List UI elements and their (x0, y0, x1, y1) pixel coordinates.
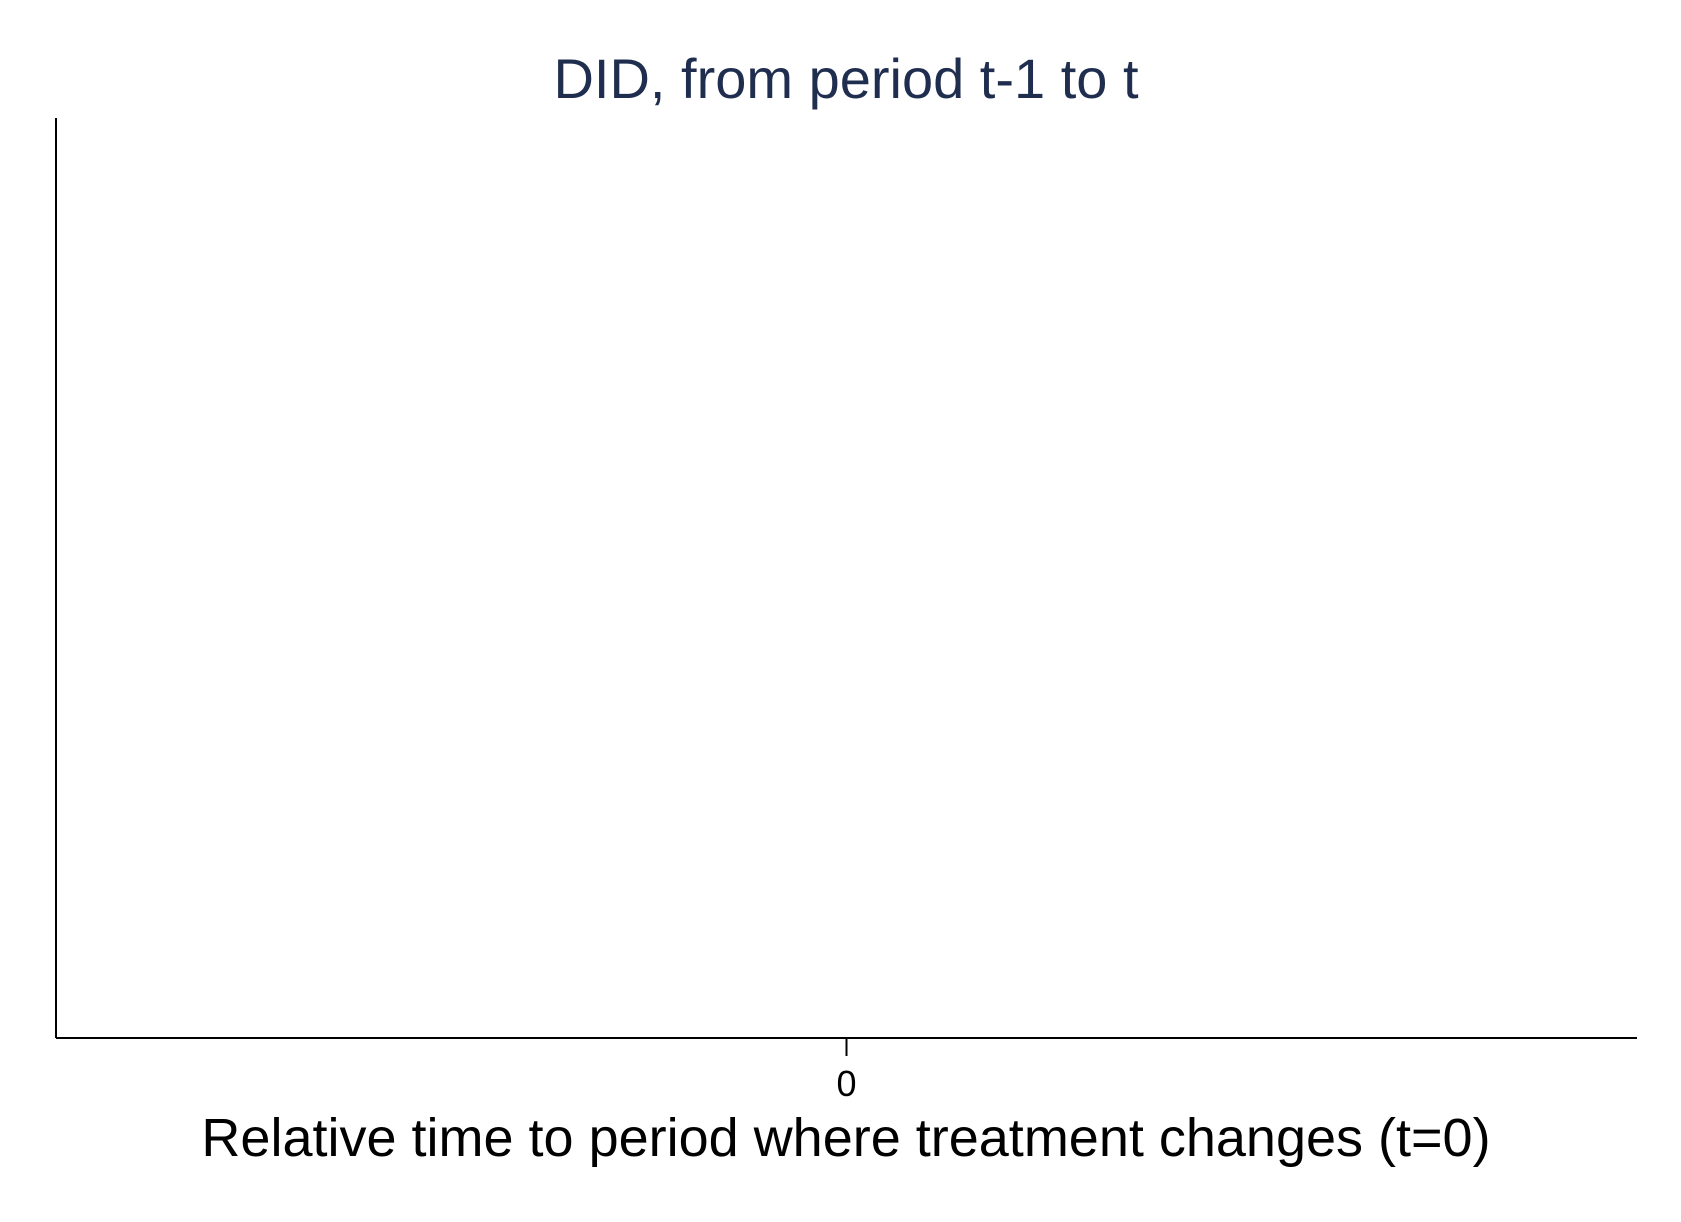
x-axis-label: Relative time to period where treatment … (201, 1108, 1490, 1168)
x-ticks: 0 (836, 1038, 857, 1104)
x-tick-label: 0 (836, 1063, 856, 1104)
chart-title: DID, from period t-1 to t (553, 47, 1139, 110)
